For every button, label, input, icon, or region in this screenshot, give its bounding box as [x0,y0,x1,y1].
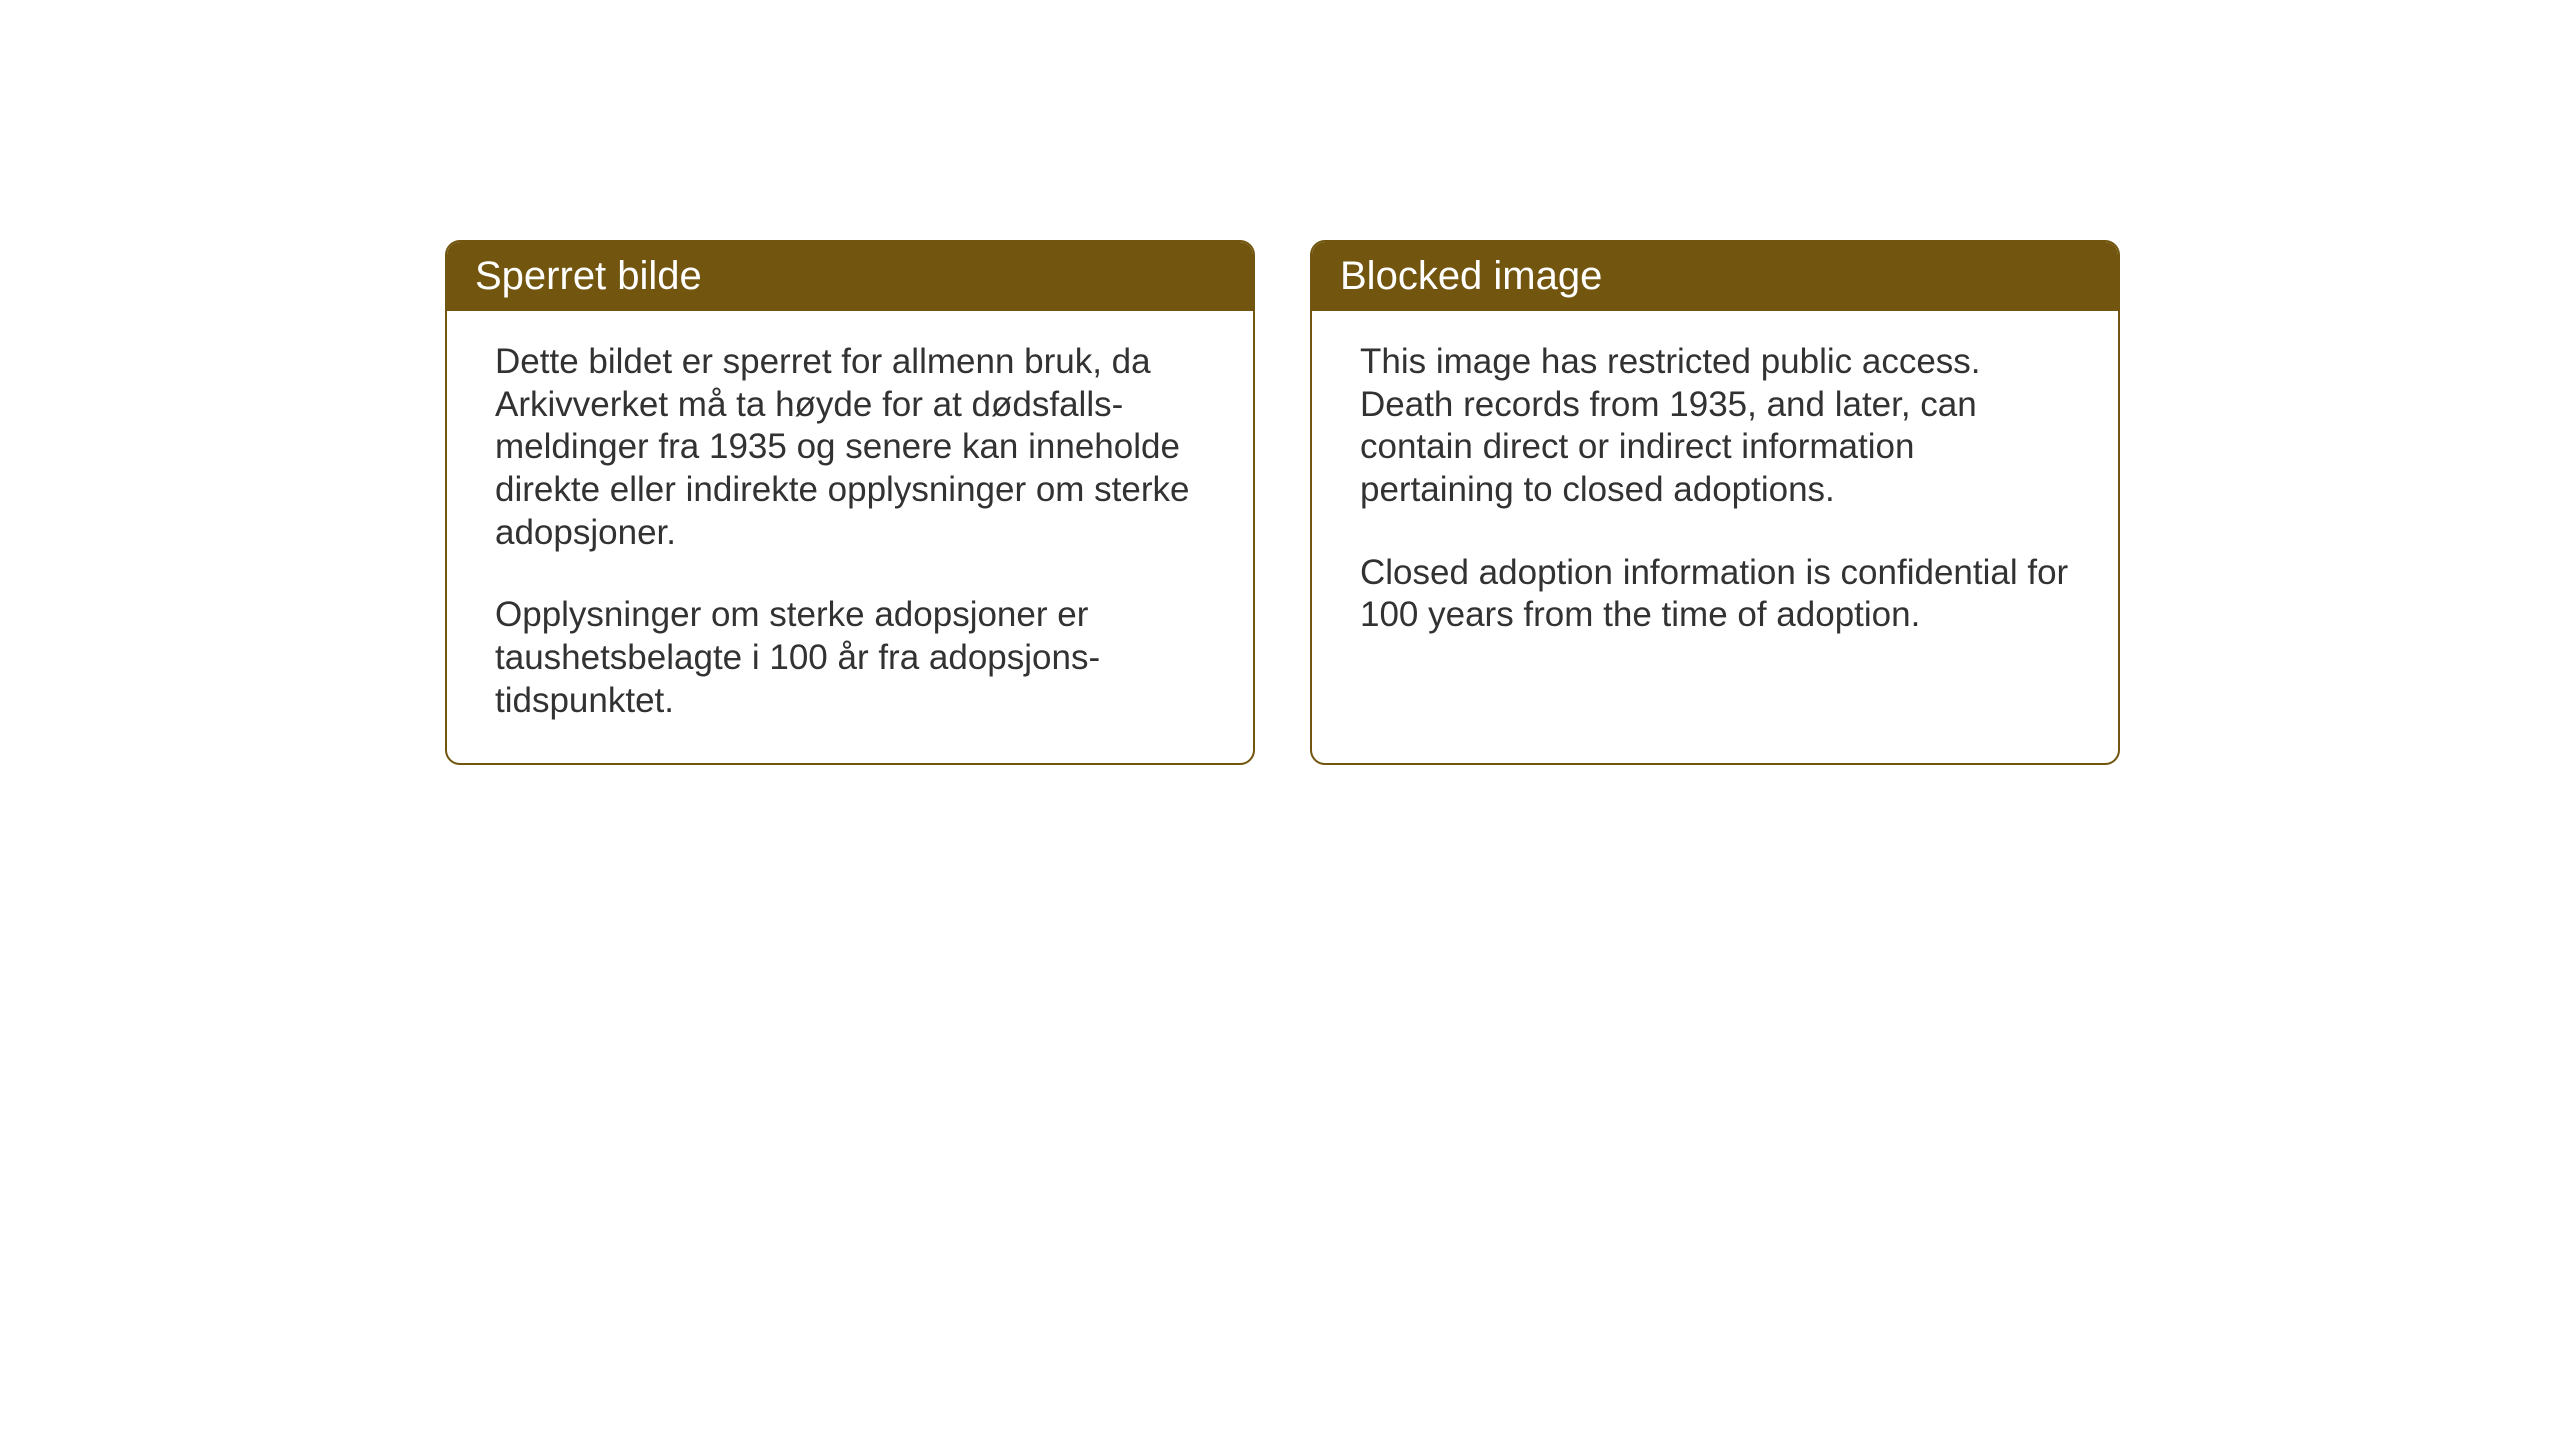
notice-cards-container: Sperret bilde Dette bildet er sperret fo… [445,240,2120,765]
english-card-title: Blocked image [1312,242,2118,311]
english-card-body: This image has restricted public access.… [1312,311,2118,732]
norwegian-paragraph-2: Opplysninger om sterke adopsjoner er tau… [495,594,1205,722]
english-paragraph-1: This image has restricted public access.… [1360,341,2070,512]
norwegian-notice-card: Sperret bilde Dette bildet er sperret fo… [445,240,1255,765]
norwegian-card-body: Dette bildet er sperret for allmenn bruk… [447,311,1253,763]
english-notice-card: Blocked image This image has restricted … [1310,240,2120,765]
norwegian-paragraph-1: Dette bildet er sperret for allmenn bruk… [495,341,1205,554]
norwegian-card-title: Sperret bilde [447,242,1253,311]
english-paragraph-2: Closed adoption information is confident… [1360,552,2070,637]
